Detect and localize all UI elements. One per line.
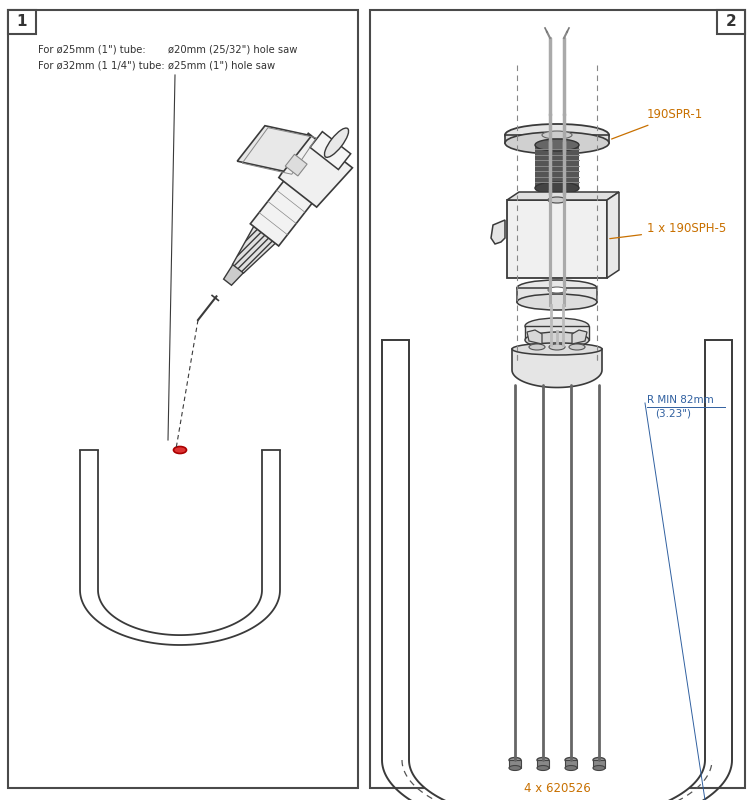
- Text: (3.23"): (3.23"): [655, 409, 691, 419]
- Ellipse shape: [548, 197, 566, 203]
- Text: R MIN 82mm: R MIN 82mm: [647, 395, 714, 405]
- Bar: [525, 326, 589, 340]
- Ellipse shape: [593, 758, 605, 762]
- Bar: [593, 760, 605, 768]
- Ellipse shape: [509, 758, 521, 762]
- Ellipse shape: [505, 132, 609, 154]
- Polygon shape: [310, 132, 351, 170]
- Bar: [8, 10, 36, 34]
- Polygon shape: [285, 154, 307, 176]
- Bar: [535, 145, 579, 188]
- Polygon shape: [237, 126, 312, 171]
- Text: ø25mm (1") hole saw: ø25mm (1") hole saw: [168, 60, 275, 70]
- Polygon shape: [224, 262, 245, 286]
- Ellipse shape: [565, 758, 577, 762]
- Bar: [505, 135, 609, 142]
- Text: ø20mm (25/32") hole saw: ø20mm (25/32") hole saw: [168, 45, 297, 55]
- Polygon shape: [491, 220, 505, 244]
- Ellipse shape: [537, 758, 549, 762]
- Ellipse shape: [529, 344, 545, 350]
- Polygon shape: [507, 192, 619, 200]
- Ellipse shape: [509, 766, 521, 770]
- Text: 2: 2: [726, 14, 736, 30]
- Ellipse shape: [325, 128, 349, 158]
- Polygon shape: [279, 134, 352, 207]
- Bar: [509, 760, 521, 768]
- Ellipse shape: [512, 343, 602, 355]
- Polygon shape: [250, 179, 314, 246]
- Bar: [505, 135, 609, 143]
- Polygon shape: [607, 192, 619, 278]
- Bar: [370, 10, 745, 788]
- Text: For ø25mm (1") tube:: For ø25mm (1") tube:: [38, 45, 145, 55]
- Ellipse shape: [569, 344, 585, 350]
- Bar: [717, 10, 745, 34]
- Polygon shape: [572, 330, 587, 344]
- Ellipse shape: [517, 294, 597, 310]
- Ellipse shape: [542, 131, 572, 139]
- Ellipse shape: [173, 446, 187, 454]
- Ellipse shape: [537, 766, 549, 770]
- Bar: [507, 200, 607, 278]
- Text: 4 x 620526: 4 x 620526: [523, 782, 590, 795]
- Polygon shape: [409, 340, 705, 800]
- Bar: [537, 760, 549, 768]
- Text: 1: 1: [17, 14, 27, 30]
- Ellipse shape: [525, 318, 589, 334]
- Polygon shape: [98, 450, 262, 635]
- Ellipse shape: [565, 766, 577, 770]
- Text: For ø32mm (1 1/4") tube:: For ø32mm (1 1/4") tube:: [38, 60, 165, 70]
- Polygon shape: [527, 330, 542, 344]
- Text: 190SPR-1: 190SPR-1: [611, 109, 703, 139]
- Text: 1 x 190SPH-5: 1 x 190SPH-5: [610, 222, 726, 238]
- Polygon shape: [233, 225, 277, 273]
- Ellipse shape: [505, 124, 609, 146]
- Bar: [517, 288, 597, 302]
- Ellipse shape: [535, 182, 579, 194]
- Bar: [565, 760, 577, 768]
- Polygon shape: [512, 349, 602, 387]
- Ellipse shape: [593, 766, 605, 770]
- Ellipse shape: [517, 280, 597, 296]
- Ellipse shape: [549, 344, 565, 350]
- Bar: [8, 10, 358, 788]
- Ellipse shape: [535, 139, 579, 151]
- Ellipse shape: [548, 287, 566, 293]
- Ellipse shape: [525, 332, 589, 348]
